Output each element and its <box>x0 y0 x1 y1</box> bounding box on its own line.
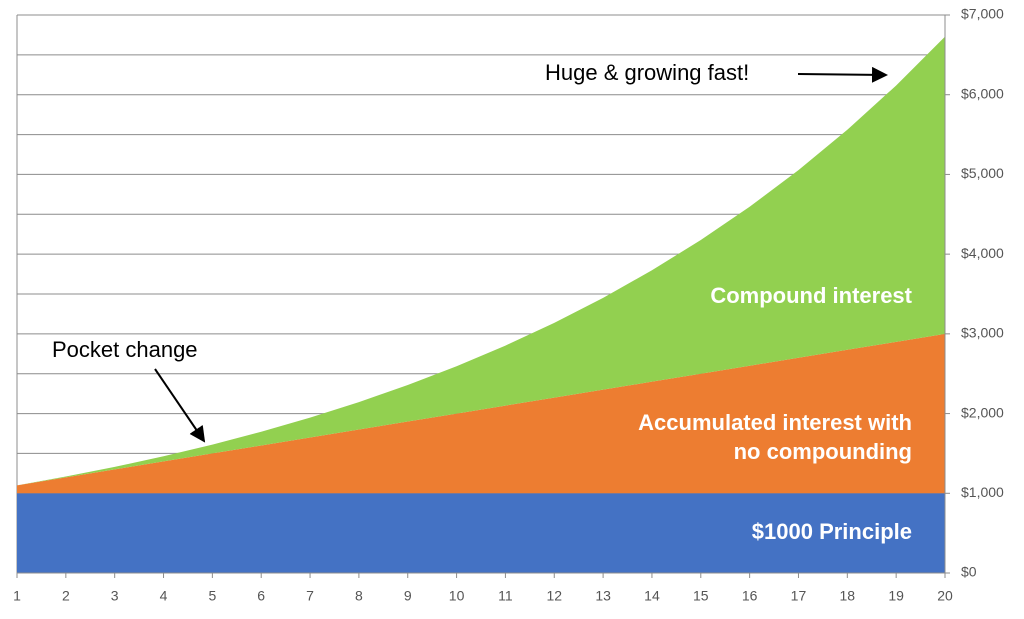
x-tick-label: 10 <box>449 588 465 604</box>
x-tick-label: 1 <box>13 588 21 604</box>
x-tick-label: 4 <box>160 588 168 604</box>
series-label: $1000 Principle <box>751 519 912 544</box>
x-tick-label: 7 <box>306 588 314 604</box>
y-tick-label: $7,000 <box>961 6 1004 22</box>
x-tick-label: 14 <box>644 588 660 604</box>
x-tick-label: 19 <box>888 588 904 604</box>
y-tick-label: $1,000 <box>961 484 1004 500</box>
x-tick-label: 17 <box>791 588 807 604</box>
x-tick-label: 16 <box>742 588 758 604</box>
annotation: Huge & growing fast! <box>545 60 750 85</box>
y-tick-label: $3,000 <box>961 325 1004 341</box>
x-tick-label: 8 <box>355 588 363 604</box>
x-tick-label: 13 <box>595 588 611 604</box>
y-tick-label: $5,000 <box>961 165 1004 181</box>
annotation: Pocket change <box>52 337 198 362</box>
x-tick-label: 11 <box>498 588 513 604</box>
x-tick-label: 9 <box>404 588 412 604</box>
x-tick-label: 3 <box>111 588 119 604</box>
y-tick-label: $2,000 <box>961 404 1004 420</box>
x-tick-label: 15 <box>693 588 709 604</box>
arrow <box>154 368 206 443</box>
area <box>17 36 945 486</box>
x-tick-label: 18 <box>840 588 856 604</box>
x-tick-label: 6 <box>257 588 265 604</box>
series-label: Accumulated interest with no compounding <box>638 410 912 464</box>
arrow <box>797 66 888 83</box>
area <box>17 493 945 573</box>
y-tick-label: $6,000 <box>961 85 1004 101</box>
area <box>17 333 945 494</box>
x-tick-label: 2 <box>62 588 70 604</box>
x-tick-label: 20 <box>937 588 953 604</box>
x-tick-label: 12 <box>546 588 562 604</box>
x-tick-label: 5 <box>208 588 216 604</box>
y-tick-label: $0 <box>961 564 977 580</box>
series-label: Compound interest <box>710 283 912 308</box>
y-tick-label: $4,000 <box>961 245 1004 261</box>
